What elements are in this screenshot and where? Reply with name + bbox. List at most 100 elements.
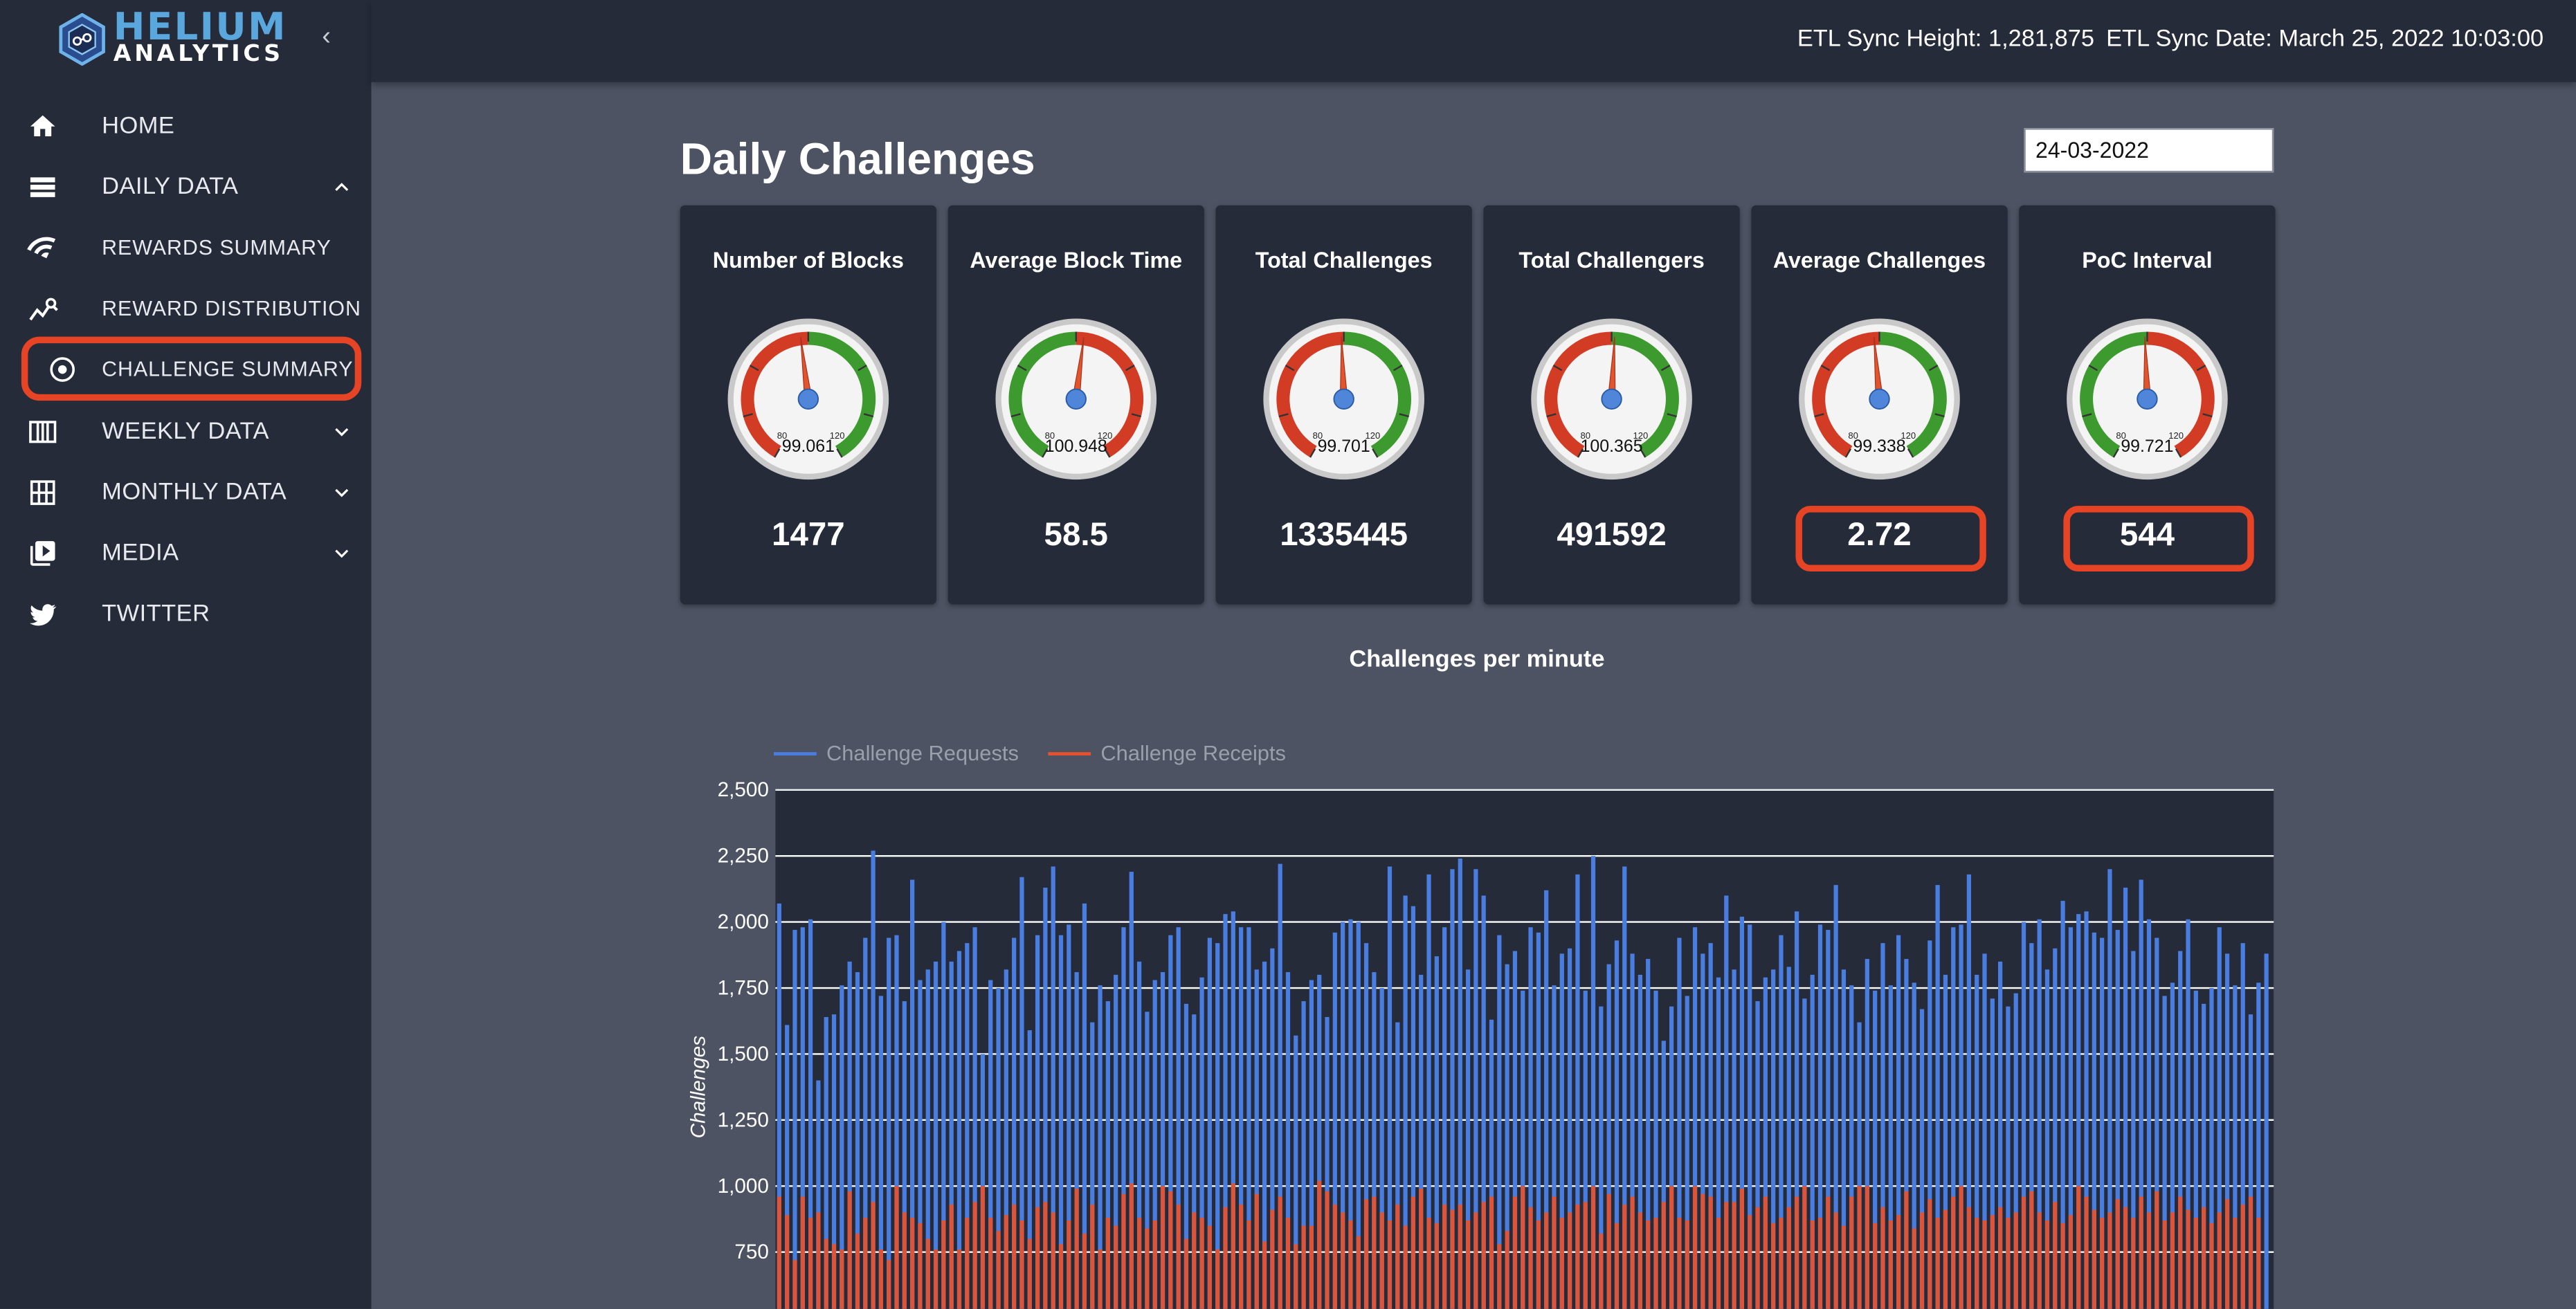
gauge-tick <box>863 413 874 418</box>
bar-challenge-receipts <box>1239 1205 1244 1309</box>
sidebar-item-reward-distribution[interactable]: REWARD DISTRIBUTION <box>0 277 371 338</box>
bar-challenge-receipts <box>1716 1218 1721 1309</box>
etl-sync-date: ETL Sync Date: March 25, 2022 10:03:00 <box>2106 26 2544 53</box>
bar-challenge-receipts <box>1880 1207 1885 1309</box>
bar-challenge-receipts <box>2092 1209 2096 1309</box>
bar-challenge-requests <box>1841 969 1847 1309</box>
bar-challenge-receipts <box>1857 1186 1862 1309</box>
bar-challenge-requests <box>1481 895 1486 1309</box>
bar-challenge-requests <box>1489 1019 1494 1309</box>
bar-challenge-receipts <box>1646 1220 1651 1309</box>
video-library-icon <box>26 536 59 569</box>
bar-challenge-requests <box>2217 927 2222 1309</box>
card-value: 491592 <box>1557 517 1667 553</box>
bar-challenge-requests <box>1090 1022 1095 1309</box>
bar-challenge-receipts <box>1904 1191 1909 1309</box>
bar-challenge-receipts <box>1497 1244 1502 1309</box>
bar-challenge-receipts <box>1590 1186 1596 1309</box>
bar-challenge-requests <box>2107 869 2112 1309</box>
bar-challenge-receipts <box>1763 1196 1768 1309</box>
bar-challenge-requests <box>1442 927 1447 1309</box>
bar-challenge-requests <box>1497 935 1502 1309</box>
bar-challenge-requests <box>1136 961 1142 1309</box>
chevron-left-icon[interactable]: ‹ <box>322 23 331 51</box>
gauge-band-right <box>808 331 876 458</box>
bar-challenge-receipts <box>1129 1183 1134 1309</box>
bar-challenge-receipts <box>2107 1212 2112 1309</box>
gauge-tick <box>1640 448 1647 458</box>
bar-challenge-receipts <box>918 1223 923 1309</box>
bar-challenge-receipts <box>2029 1191 2034 1309</box>
bar-challenge-receipts <box>847 1191 852 1309</box>
bar-challenge-receipts <box>1027 1238 1032 1309</box>
bar-challenge-requests <box>1724 895 1729 1309</box>
bar-challenge-receipts <box>1982 1220 1987 1309</box>
bar-challenge-receipts <box>1168 1191 1173 1309</box>
gauge-max-label: 120 <box>1366 430 1381 441</box>
gauge-hub <box>2137 388 2158 410</box>
stat-card: Average Challenges 80 120 99.338 2.72 <box>1751 205 2008 605</box>
bar-challenge-receipts <box>1136 1218 1142 1309</box>
sidebar-item-label: WEEKLY DATA <box>102 418 269 445</box>
gauge-band-right <box>1879 331 1947 458</box>
bar-challenge-receipts <box>1458 1205 1462 1309</box>
bar-challenge-requests <box>1301 1001 1306 1309</box>
bar-challenge-receipts <box>1653 1218 1658 1309</box>
bar-challenge-receipts <box>1575 1205 1580 1309</box>
sidebar-item-home[interactable]: HOME <box>0 95 371 156</box>
bar-challenge-requests <box>1661 1041 1666 1309</box>
sidebar-item-media[interactable]: MEDIA <box>0 522 371 583</box>
gauge-tick <box>836 448 843 458</box>
sidebar-item-weekly-data[interactable]: WEEKLY DATA <box>0 401 371 461</box>
bar-challenge-receipts <box>1325 1191 1330 1309</box>
y-tick-label: 1,500 <box>718 1043 769 1065</box>
bar-challenge-receipts <box>956 1249 962 1309</box>
bar-challenge-receipts <box>1098 1249 1103 1309</box>
bar-challenge-requests <box>1341 922 1345 1309</box>
bar-challenge-receipts <box>2006 1218 2011 1309</box>
sidebar-item-monthly-data[interactable]: MONTHLY DATA <box>0 461 371 522</box>
stat-card: PoC Interval 80 120 99.721 544 <box>2019 205 2276 605</box>
bar-challenge-requests <box>777 903 781 1309</box>
sidebar-item-challenge-summary[interactable]: CHALLENGE SUMMARY <box>21 336 362 401</box>
bar-challenge-requests <box>1802 998 1807 1309</box>
bar-challenge-requests <box>1082 903 1087 1309</box>
legend-label: Challenge Requests <box>826 740 1019 766</box>
gauge-value: 99.338 <box>1853 437 1905 456</box>
bar-challenge-receipts <box>1990 1215 1995 1309</box>
sidebar-item-daily-data[interactable]: DAILY DATA <box>0 156 371 217</box>
bar-challenge-receipts <box>1074 1189 1079 1309</box>
gauge-tick <box>1820 365 1831 372</box>
bar-challenge-requests <box>2233 985 2238 1309</box>
bar-challenge-requests <box>1309 980 1314 1309</box>
gauge-band-left <box>741 331 808 458</box>
gauge-tick <box>1125 365 1135 372</box>
bar-challenge-requests <box>972 927 977 1309</box>
brand[interactable]: HELIUM ANALYTICS ‹ <box>0 0 371 82</box>
bar-challenge-requests <box>1004 969 1008 1309</box>
bar-challenge-receipts <box>1387 1220 1393 1309</box>
helium-logo-icon <box>59 12 105 66</box>
date-input[interactable] <box>2024 128 2274 173</box>
bar-challenge-requests <box>1012 937 1017 1309</box>
bar-challenge-requests <box>1590 856 1596 1309</box>
bar-challenge-receipts <box>1223 1207 1228 1309</box>
gauge-max-label: 120 <box>2168 430 2184 441</box>
sidebar-item-rewards-summary[interactable]: REWARDS SUMMARY <box>0 217 371 277</box>
bar-challenge-requests <box>1051 866 1055 1309</box>
sidebar-item-twitter[interactable]: TWITTER <box>0 583 371 644</box>
bar-challenge-requests <box>2115 930 2120 1309</box>
bar-challenge-receipts <box>965 1218 970 1309</box>
gauge-tick <box>2082 413 2092 418</box>
sidebar-item-label: CHALLENGE SUMMARY <box>102 356 354 381</box>
bar-challenge-receipts <box>1105 1218 1110 1309</box>
bar-challenge-requests <box>1575 874 1580 1309</box>
bar-challenge-requests <box>1505 964 1509 1309</box>
gauge-hub <box>1869 388 1890 410</box>
legend-item-requests[interactable]: Challenge Requests <box>774 740 1019 766</box>
bar-challenge-receipts <box>840 1249 844 1309</box>
bar-challenge-requests <box>2240 943 2245 1309</box>
bar-challenge-receipts <box>1505 1231 1509 1309</box>
legend-item-receipts[interactable]: Challenge Receipts <box>1048 741 1286 765</box>
